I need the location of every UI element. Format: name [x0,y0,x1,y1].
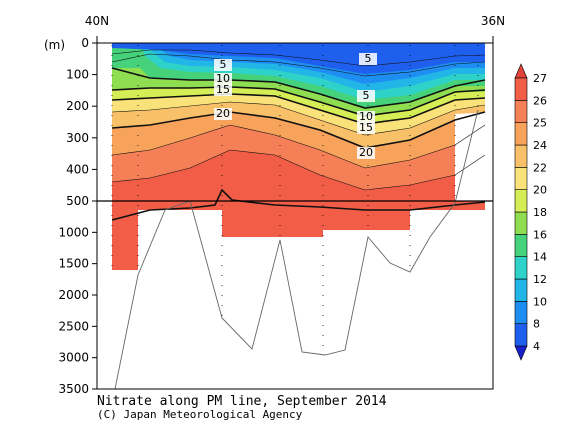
contour-line [111,124,486,169]
contour-label-bg [357,90,375,102]
y-tick-label: 1500 [58,257,89,271]
x-label-right: 36N [481,14,505,28]
contour-line [111,53,486,77]
contour-label-bg [214,73,232,85]
contour-line [111,111,486,149]
colorbar-segment [514,122,528,146]
colorbar-tick-label: 25 [533,117,547,130]
contour-label: 20 [216,107,230,120]
contour-label-bg [214,84,232,96]
contour-line [111,49,486,67]
y-tick-label: 500 [66,194,89,208]
colorbar-segment [514,189,528,213]
no-data-area [485,43,493,112]
colorbar-segment [514,323,528,347]
colorbar-tick-label: 8 [533,318,540,331]
nitrate-band [323,201,410,230]
y-tick-label: 100 [66,68,89,82]
colorbar-segment [514,100,528,123]
colorbar-tick-label: 10 [533,295,547,308]
nitrate-contour-lines [111,49,486,221]
colorbar-tick-label: 14 [533,251,547,264]
nitrate-band [138,201,222,210]
nitrate-band [112,201,138,270]
colorbar-tick-label: 27 [533,72,547,85]
contour-label-bg [357,147,375,159]
contour-label: 5 [363,89,370,102]
colorbar-segment [514,167,528,190]
contour-label: 5 [220,58,227,71]
contour-label: 20 [359,146,373,159]
contour-label: 15 [216,83,230,96]
contour-label: 10 [216,72,230,85]
y-tick-label: 2000 [58,288,89,302]
colorbar-tick-label: 26 [533,94,547,107]
y-tick-label: 3000 [58,351,89,365]
contour-line [111,93,486,125]
y-tick-label: 300 [66,131,89,145]
contour-label-bg [214,108,232,120]
colorbar-tick-label: 18 [533,206,547,219]
x-label-left: 40N [85,14,109,28]
no-data-area [112,201,493,389]
y-tick-label: 2500 [58,319,89,333]
y-unit-label: (m) [44,38,65,52]
no-data-area [97,43,112,389]
colorbar-segment [514,211,528,235]
colorbar-tick-label: 22 [533,161,547,174]
bottom-profile-line [114,109,479,389]
colorbar: 4 8 10 12 14 16 18 20 22 24 25 26 27 [514,63,547,361]
plot-frame [96,42,494,390]
colorbar-segment [514,144,528,168]
colorbar-tick-label: 20 [533,184,547,197]
y-tick-label: 0 [81,36,89,50]
credit-text: (C) Japan Meteorological Agency [97,408,303,421]
chart-title: Nitrate along PM line, September 2014 [97,394,387,409]
contour-label-bg [359,53,377,65]
nitrate-band [222,201,323,237]
contour-line [111,149,486,191]
contour-line [111,86,486,117]
colorbar-tick-label: 24 [533,139,547,152]
colorbar-segment [514,256,528,280]
contour-line [111,188,486,221]
contour-label-bg [214,59,232,71]
nitrate-color-field [97,43,493,389]
no-data-area [455,112,493,201]
y-tick-label: 400 [66,162,89,176]
contour-label: 10 [359,110,373,123]
contour-line [111,101,486,136]
contour-label: 5 [365,52,372,65]
colorbar-arrow-low [514,345,528,361]
contour-label-bg [357,111,375,123]
colorbar-tick-label: 12 [533,273,547,286]
station-markers [111,45,479,352]
colorbar-segment [514,278,528,302]
nitrate-band [112,43,485,74]
bottom-topography [114,109,479,389]
colorbar-segment [514,301,528,324]
y-tick-label: 1000 [58,225,89,239]
colorbar-tick-label: 16 [533,228,547,241]
contour-label: 15 [359,121,373,134]
contour-label-bg [357,122,375,134]
y-tick-label: 200 [66,99,89,113]
colorbar-tick-label: 4 [533,340,540,353]
colorbar-segment [514,77,528,101]
colorbar-arrow-high [514,63,528,79]
contour-line [111,67,486,109]
y-axis: 0 100 200 300 400 500 1000 1500 2000 2500 3000 3500 [58,36,97,396]
y-tick-label: 3500 [58,382,89,396]
colorbar-segment [514,234,528,257]
